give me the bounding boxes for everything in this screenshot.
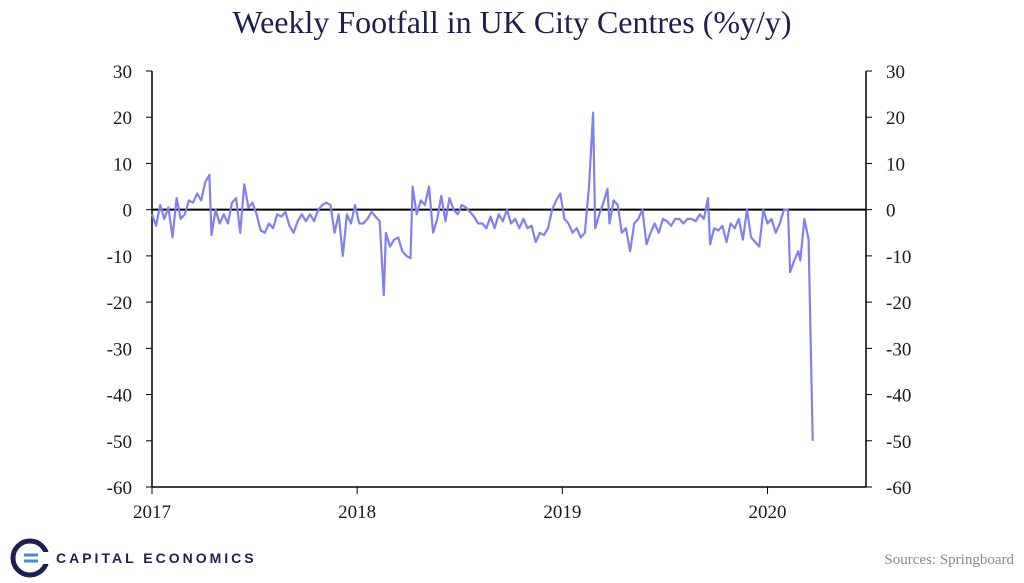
x-tick-label: 2017 — [133, 502, 171, 523]
footfall-series-line — [150, 111, 814, 441]
left-y-tick-label: 30 — [113, 62, 132, 83]
left-y-tick-label: -60 — [107, 478, 132, 499]
left-y-tick-label: 10 — [113, 154, 132, 175]
right-y-tick-label: 20 — [886, 108, 905, 129]
right-y-tick-label: 10 — [886, 154, 905, 175]
x-tick-label: 2018 — [338, 502, 376, 523]
brand-logo: CAPITAL ECONOMICS — [10, 538, 257, 578]
right-y-tick-label: -60 — [886, 478, 911, 499]
left-y-tick-label: -10 — [107, 247, 132, 268]
left-y-tick-label: -20 — [107, 293, 132, 314]
capital-economics-logo-icon — [10, 538, 50, 578]
right-y-tick-label: -50 — [886, 432, 911, 453]
right-y-tick-label: -40 — [886, 386, 911, 407]
right-y-tick-label: -30 — [886, 339, 911, 360]
chart-title: Weekly Footfall in UK City Centres (%y/y… — [232, 4, 792, 40]
left-y-tick-label: -40 — [107, 386, 132, 407]
left-y-tick-label: 0 — [123, 201, 133, 222]
x-tick-label: 2020 — [749, 502, 787, 523]
source-note: Sources: Springboard — [884, 552, 1014, 568]
x-tick-label: 2019 — [543, 502, 581, 523]
right-y-tick-label: -20 — [886, 293, 911, 314]
left-y-tick-label: 20 — [113, 108, 132, 129]
left-y-tick-label: -50 — [107, 432, 132, 453]
right-y-tick-label: 30 — [886, 62, 905, 83]
right-y-tick-label: 0 — [886, 201, 896, 222]
left-y-tick-label: -30 — [107, 339, 132, 360]
brand-name: CAPITAL ECONOMICS — [56, 550, 257, 566]
right-y-tick-label: -10 — [886, 247, 911, 268]
